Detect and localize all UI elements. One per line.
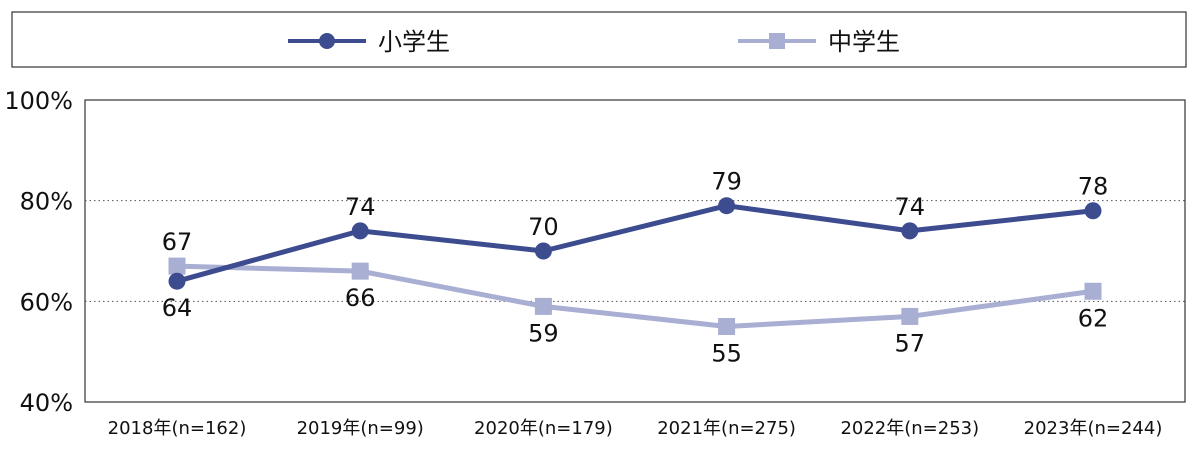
x-tick-label: 2018年(n=162)	[108, 418, 247, 439]
data-point	[534, 242, 552, 260]
y-tick-label: 40%	[20, 389, 73, 417]
data-point	[534, 297, 552, 315]
data-point	[1084, 282, 1102, 300]
series-line-1	[174, 263, 1096, 329]
data-label: 55	[711, 340, 742, 368]
data-label: 67	[162, 228, 193, 256]
data-label: 62	[1078, 304, 1109, 332]
x-axis: 2018年(n=162) 2019年(n=99) 2020年(n=179) 2021年…	[108, 418, 1163, 439]
data-point	[1084, 202, 1102, 220]
data-label: 64	[162, 294, 193, 322]
data-label: 78	[1078, 173, 1109, 201]
x-tick-label: 2023年(n=244)	[1024, 418, 1163, 439]
data-label: 57	[895, 329, 926, 357]
legend-label-elementary: 小学生	[378, 28, 450, 56]
legend-label-junior-high: 中学生	[828, 28, 900, 56]
legend-item-junior-high: 中学生	[738, 28, 900, 56]
data-label: 59	[528, 319, 559, 347]
plot-area	[84, 99, 1186, 403]
data-point	[351, 222, 369, 240]
series-line-0	[174, 203, 1096, 284]
data-label: 66	[345, 284, 376, 312]
series-layer: 64 74 70 79 74 78 67 66 59 55 57 62	[162, 168, 1109, 368]
x-tick-label: 2019年(n=99)	[297, 418, 424, 439]
x-tick-label: 2022年(n=253)	[840, 418, 979, 439]
legend-box	[11, 11, 1187, 68]
data-label: 74	[345, 193, 376, 221]
data-label: 74	[895, 193, 926, 221]
data-point	[351, 262, 369, 280]
legend: 小学生 中学生	[288, 28, 900, 56]
y-axis: 40% 60% 80% 100%	[4, 87, 73, 417]
x-tick-label: 2020年(n=179)	[474, 418, 613, 439]
data-point	[168, 272, 186, 290]
legend-item-elementary: 小学生	[288, 28, 450, 56]
y-tick-label: 100%	[4, 87, 73, 115]
data-point	[168, 257, 186, 275]
data-label: 70	[528, 213, 559, 241]
data-point	[901, 222, 919, 240]
x-tick-label: 2021年(n=275)	[657, 418, 796, 439]
data-label: 79	[711, 168, 742, 196]
data-point	[901, 307, 919, 325]
legend-marker-junior-high	[769, 33, 785, 49]
y-tick-label: 60%	[20, 288, 73, 316]
legend-marker-elementary	[319, 33, 335, 49]
data-point	[718, 318, 736, 335]
gridlines	[85, 200, 1185, 302]
y-tick-label: 80%	[20, 188, 73, 216]
data-point	[718, 197, 736, 215]
